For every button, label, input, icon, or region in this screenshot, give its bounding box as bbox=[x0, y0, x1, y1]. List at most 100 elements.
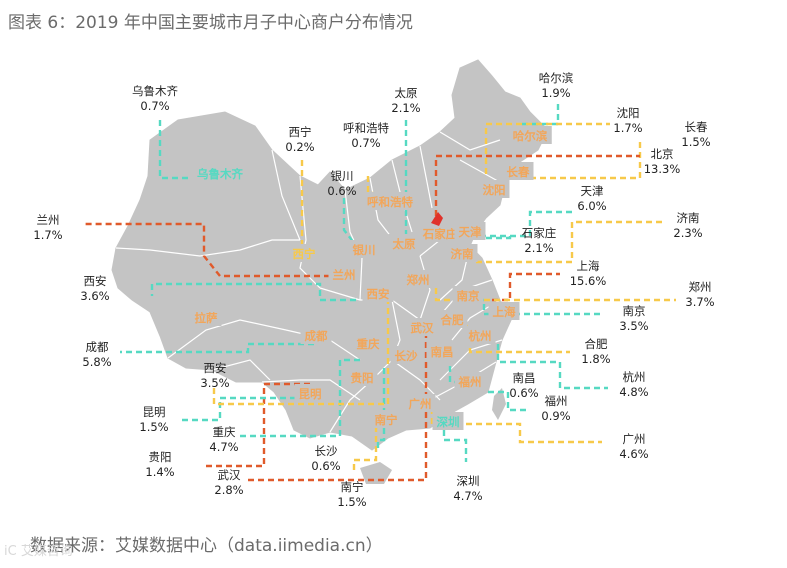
city-name: 西宁 bbox=[289, 125, 312, 139]
map-label-chengdu: 成都 bbox=[300, 326, 332, 344]
map-label-box bbox=[370, 410, 402, 428]
connector-line-beijing bbox=[434, 154, 640, 216]
city-name: 昆明 bbox=[143, 405, 166, 419]
connector-line-nanjing bbox=[468, 298, 604, 316]
map-label-harbin: 哈尔滨 bbox=[508, 126, 552, 144]
city-name: 西安 bbox=[84, 274, 107, 288]
map-label-box bbox=[294, 384, 326, 402]
map-label-box bbox=[452, 286, 484, 304]
province-border bbox=[115, 239, 300, 257]
city-name: 南昌 bbox=[513, 371, 536, 385]
connector-line-fuzhou bbox=[488, 390, 528, 412]
map-label-wuhan: 武汉 bbox=[406, 318, 438, 336]
map-label-box bbox=[404, 394, 436, 412]
city-name: 南宁 bbox=[341, 480, 364, 494]
city-share-value: 1.5% bbox=[337, 495, 366, 509]
map-label-kunming: 昆明 bbox=[294, 384, 326, 402]
hainan-island bbox=[360, 462, 392, 484]
city-name: 合肥 bbox=[585, 337, 608, 351]
map-label-box bbox=[388, 234, 420, 252]
china-outline bbox=[111, 59, 549, 451]
province-border bbox=[439, 131, 501, 151]
province-border bbox=[391, 359, 441, 401]
map-label-shijiazhuang: 石家庄 bbox=[418, 224, 462, 242]
map-label-box bbox=[454, 222, 486, 240]
city-share-value: 4.7% bbox=[209, 440, 238, 454]
map-label-zhengzhou: 郑州 bbox=[402, 270, 434, 288]
city-name: 哈尔滨 bbox=[539, 71, 574, 85]
map-label-text: 郑州 bbox=[407, 273, 430, 287]
map-label-box bbox=[454, 372, 486, 390]
map-label-box bbox=[478, 180, 510, 198]
map-label-box bbox=[488, 302, 520, 320]
city-label-xining: 西宁0.2% bbox=[285, 125, 314, 154]
city-label-hefei: 合肥1.8% bbox=[581, 337, 610, 366]
city-share-value: 0.9% bbox=[541, 409, 570, 423]
city-name: 福州 bbox=[545, 394, 568, 408]
map-label-lanzhou: 兰州 bbox=[328, 265, 360, 283]
city-label-fuzhou: 福州0.9% bbox=[541, 394, 570, 423]
map-label-nanchang: 南昌 bbox=[426, 342, 458, 360]
city-share-value: 0.6% bbox=[509, 386, 538, 400]
city-share-value: 0.7% bbox=[140, 99, 169, 113]
map-label-text: 成都 bbox=[305, 329, 328, 343]
city-label-guangzhou: 广州4.6% bbox=[619, 432, 648, 461]
city-label-wuhan: 武汉2.8% bbox=[214, 468, 243, 497]
map-label-tianjin: 天津 bbox=[454, 222, 486, 240]
city-label-xian2: 西安3.6% bbox=[80, 274, 109, 303]
city-name: 武汉 bbox=[218, 468, 241, 482]
map-label-box bbox=[288, 244, 320, 262]
map-label-box bbox=[502, 162, 534, 180]
city-share-value: 0.7% bbox=[351, 136, 380, 150]
map-label-text: 南昌 bbox=[431, 345, 454, 359]
map-label-taiyuan: 太原 bbox=[388, 234, 420, 252]
map-label-box bbox=[418, 224, 462, 242]
city-label-changchun: 长春1.5% bbox=[681, 120, 710, 149]
map-label-box bbox=[346, 368, 378, 386]
city-label-chengdu: 成都5.8% bbox=[82, 340, 111, 369]
map-label-shanghai: 上海 bbox=[488, 302, 520, 320]
city-label-jinan: 济南2.3% bbox=[673, 211, 702, 240]
city-share-value: 1.8% bbox=[581, 352, 610, 366]
city-label-changsha: 长沙0.6% bbox=[311, 444, 340, 473]
city-name: 上海 bbox=[577, 259, 600, 273]
city-name: 贵阳 bbox=[149, 450, 172, 464]
connector-line-guangzhou bbox=[430, 408, 602, 444]
map-label-guangzhou: 广州 bbox=[404, 394, 436, 412]
map-label-text: 广州 bbox=[409, 397, 432, 411]
city-share-value: 13.3% bbox=[644, 162, 681, 176]
map-label-text: 兰州 bbox=[333, 268, 356, 282]
map-label-box bbox=[300, 326, 332, 344]
map-label-text: 乌鲁木齐 bbox=[197, 167, 243, 181]
province-border bbox=[271, 149, 301, 241]
map-label-box bbox=[192, 164, 248, 182]
city-share-value: 0.2% bbox=[285, 140, 314, 154]
map-label-text: 重庆 bbox=[357, 337, 380, 351]
map-label-box bbox=[508, 126, 552, 144]
city-name: 北京 bbox=[651, 147, 674, 161]
city-share-value: 0.6% bbox=[327, 184, 356, 198]
city-name: 济南 bbox=[677, 211, 700, 225]
map-label-box bbox=[352, 334, 384, 352]
map-label-xining: 西宁 bbox=[288, 244, 320, 262]
city-name: 石家庄 bbox=[522, 226, 557, 240]
connector-line-yinchuan bbox=[342, 198, 359, 249]
map-label-text: 合肥 bbox=[441, 313, 464, 327]
map-label-text: 西宁 bbox=[293, 247, 316, 261]
map-label-box bbox=[432, 412, 464, 430]
map-label-box bbox=[446, 244, 478, 262]
city-label-tianjin: 天津6.0% bbox=[577, 184, 606, 213]
map-label-box bbox=[348, 240, 380, 258]
city-name: 南京 bbox=[623, 304, 646, 318]
map-label-text: 武汉 bbox=[411, 321, 434, 335]
city-label-nanning: 南宁1.5% bbox=[337, 480, 366, 509]
map-label-text: 杭州 bbox=[469, 329, 492, 343]
city-label-shenyang: 沈阳1.7% bbox=[613, 106, 642, 135]
connector-line-chengdu bbox=[120, 342, 314, 354]
external-labels: 乌鲁木齐0.7%西宁0.2%呼和浩特0.7%太原2.1%银川0.6%哈尔滨1.9… bbox=[33, 71, 714, 509]
city-label-lanzhou: 兰州1.7% bbox=[33, 213, 62, 242]
